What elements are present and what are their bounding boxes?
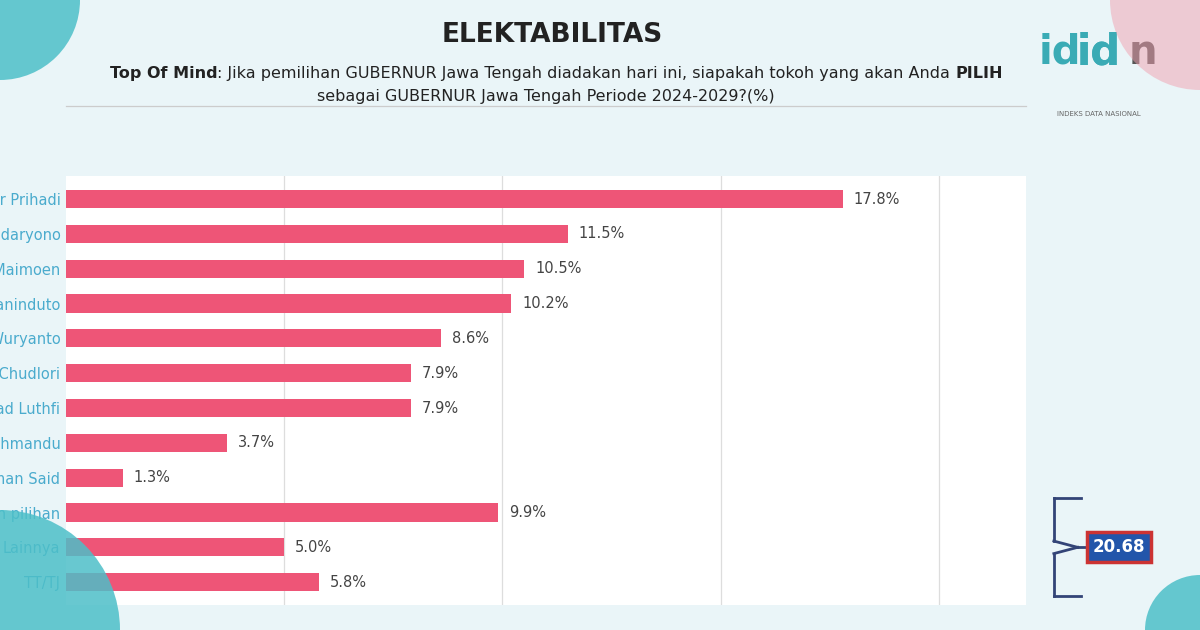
Text: 1.3%: 1.3% bbox=[133, 470, 170, 485]
Bar bbox=[66, 329, 442, 347]
Wedge shape bbox=[1145, 575, 1200, 630]
Text: 10.2%: 10.2% bbox=[522, 296, 569, 311]
Bar bbox=[66, 434, 228, 452]
Wedge shape bbox=[0, 0, 80, 80]
Wedge shape bbox=[1110, 0, 1200, 90]
Text: 5.8%: 5.8% bbox=[330, 575, 367, 590]
Bar bbox=[66, 399, 410, 417]
Wedge shape bbox=[0, 510, 120, 630]
Text: : Jika pemilihan GUBERNUR Jawa Tengah diadakan hari ini, siapakah tokoh yang aka: : Jika pemilihan GUBERNUR Jawa Tengah di… bbox=[217, 66, 955, 81]
Bar bbox=[66, 225, 568, 243]
Text: 11.5%: 11.5% bbox=[578, 226, 625, 241]
Text: sebagai GUBERNUR Jawa Tengah Periode 2024-2029?(%): sebagai GUBERNUR Jawa Tengah Periode 202… bbox=[317, 89, 775, 105]
Bar bbox=[66, 503, 498, 522]
Bar bbox=[66, 294, 511, 312]
Bar bbox=[66, 190, 842, 208]
Text: 8.6%: 8.6% bbox=[452, 331, 490, 346]
Text: 5.0%: 5.0% bbox=[295, 540, 332, 555]
Text: ELEKTABILITAS: ELEKTABILITAS bbox=[442, 22, 662, 48]
Text: INDEKS DATA NASIONAL: INDEKS DATA NASIONAL bbox=[1057, 112, 1140, 117]
Text: 17.8%: 17.8% bbox=[853, 192, 900, 207]
Text: PILIH: PILIH bbox=[955, 66, 1003, 81]
Text: 3.7%: 3.7% bbox=[239, 435, 275, 450]
Text: Top Of Mind: Top Of Mind bbox=[109, 66, 217, 81]
Bar bbox=[66, 260, 524, 278]
Text: 7.9%: 7.9% bbox=[421, 401, 458, 416]
Text: 10.5%: 10.5% bbox=[535, 261, 582, 276]
Bar bbox=[66, 364, 410, 382]
Text: 20.68: 20.68 bbox=[1092, 538, 1145, 556]
Text: n: n bbox=[1128, 33, 1157, 73]
Text: id: id bbox=[1039, 33, 1081, 73]
Text: 7.9%: 7.9% bbox=[421, 365, 458, 381]
Text: id: id bbox=[1076, 32, 1121, 74]
Text: 9.9%: 9.9% bbox=[509, 505, 546, 520]
Text: id: id bbox=[1076, 32, 1121, 74]
Bar bbox=[66, 538, 284, 556]
Bar bbox=[66, 469, 122, 487]
Bar bbox=[66, 573, 319, 591]
